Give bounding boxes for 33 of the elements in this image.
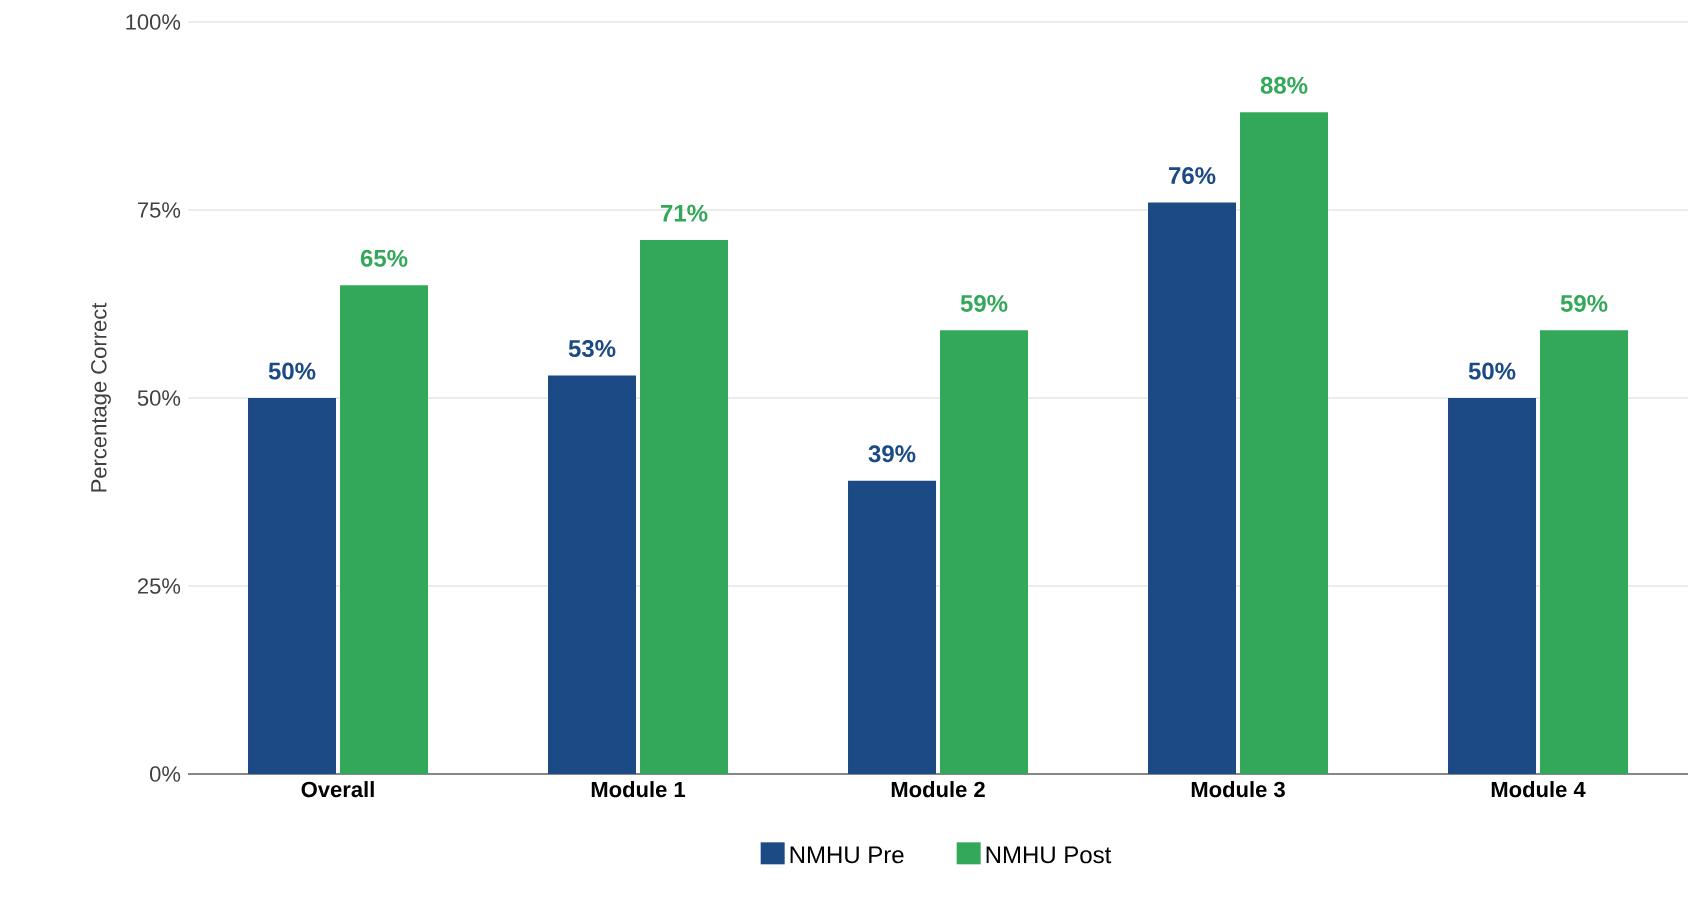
bar — [640, 240, 729, 774]
bar — [1448, 398, 1537, 774]
data-label: 39% — [868, 445, 916, 463]
x-tick-label: Overall — [301, 781, 374, 798]
y-tick-label: 25% — [138, 578, 181, 594]
bar — [1148, 202, 1237, 774]
y-tick-label: 100% — [126, 14, 181, 30]
data-label: 76% — [1169, 167, 1216, 185]
data-label: 50% — [268, 362, 316, 380]
y-tick-label: 50% — [137, 390, 181, 406]
legend-label: NMHU Pre — [790, 846, 904, 864]
bar — [848, 480, 937, 774]
bar — [548, 375, 637, 774]
y-axis-title: Percentage Correct — [91, 302, 111, 492]
bar — [1240, 112, 1329, 774]
data-label: 71% — [661, 204, 708, 222]
data-label: 53% — [568, 340, 616, 358]
data-label: 88% — [1260, 76, 1308, 94]
x-tick-label: Module 1 — [591, 781, 686, 798]
legend-label: NMHU Post — [986, 846, 1112, 864]
bar — [940, 330, 1029, 774]
data-label: 50% — [1468, 362, 1516, 380]
bar — [340, 285, 429, 774]
x-tick-label: Module 2 — [891, 781, 985, 798]
data-label: 59% — [1560, 294, 1608, 312]
y-tick-label: 0% — [149, 766, 181, 782]
data-label: 59% — [960, 294, 1008, 312]
x-tick-label: Module 3 — [1191, 781, 1285, 798]
bar — [248, 398, 337, 774]
y-tick-label: 75% — [138, 202, 181, 218]
x-tick-label: Module 4 — [1491, 781, 1586, 798]
bar — [1540, 330, 1629, 774]
data-label: 65% — [360, 249, 408, 267]
